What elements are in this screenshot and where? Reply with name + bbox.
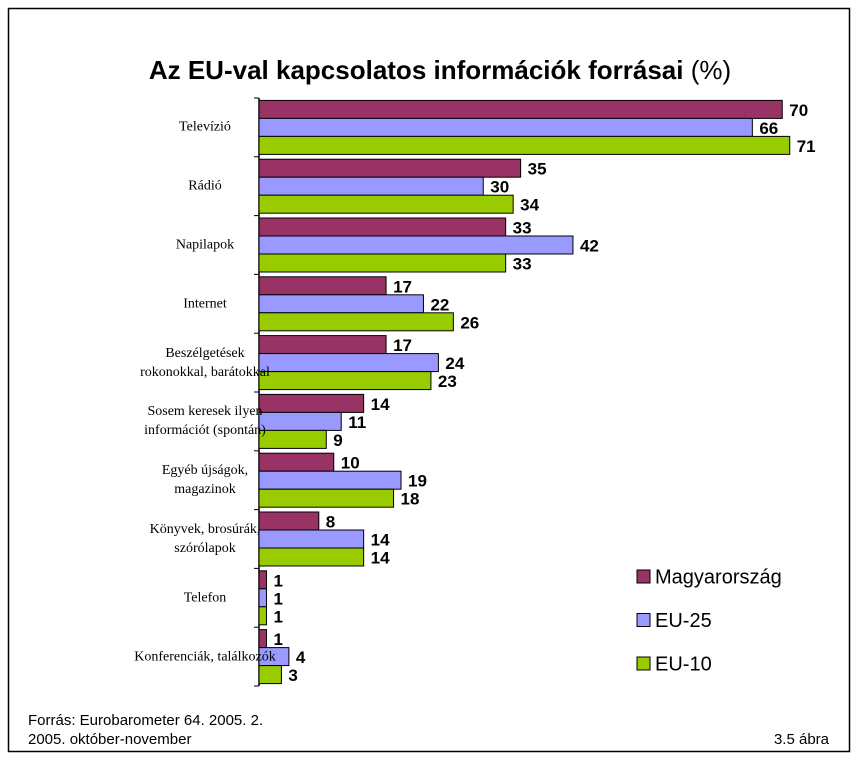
value-label: 17 [393, 336, 412, 355]
legend-swatch [636, 613, 651, 627]
legend-label: EU-10 [655, 653, 712, 675]
value-label: 4 [296, 648, 306, 667]
value-label: 70 [789, 101, 808, 120]
value-label: 1 [273, 589, 282, 608]
bar [258, 312, 454, 332]
category-label: Konferenciák, találkozók [134, 649, 276, 665]
bar [258, 194, 514, 214]
value-label: 3 [288, 666, 297, 685]
value-label: 1 [273, 607, 282, 626]
chart-title: Az EU-val kapcsolatos információk forrás… [149, 55, 731, 85]
bar [258, 276, 387, 296]
value-label: 66 [759, 119, 778, 138]
value-label: 14 [371, 395, 390, 414]
bar [258, 99, 783, 119]
value-label: 22 [430, 295, 449, 314]
category-label: Internet [183, 296, 227, 312]
bar [258, 135, 791, 155]
bar [258, 117, 753, 137]
value-label: 34 [520, 196, 539, 215]
category-label: Rádió [188, 178, 222, 194]
title-unit: (%) [691, 55, 731, 85]
bar [258, 629, 267, 649]
value-label: 19 [408, 472, 427, 491]
value-label: 10 [341, 454, 360, 473]
value-label: 33 [513, 254, 532, 273]
value-label: 42 [580, 236, 599, 255]
value-label: 11 [348, 413, 366, 432]
source-2: 2005. október-november [28, 731, 192, 748]
value-label: 1 [273, 630, 282, 649]
category-label: Telefon [183, 590, 227, 606]
category-label: Beszélgetések rokonokkal, barátokkal [140, 345, 270, 380]
value-label: 24 [445, 354, 464, 373]
value-label: 18 [401, 490, 420, 509]
category-label: Könyvek, brosúrák, szórólapok [149, 522, 261, 556]
bar [258, 253, 507, 273]
category-label: Egyéb újságok, magazinok [161, 463, 249, 498]
value-label: 1 [273, 571, 282, 590]
value-label: 30 [490, 178, 509, 197]
value-label: 23 [438, 372, 457, 391]
legend-label: EU-25 [655, 610, 712, 632]
value-label: 33 [513, 218, 532, 237]
legend-label: Magyarország [655, 566, 782, 588]
frame [7, 7, 851, 753]
value-label: 14 [371, 530, 390, 549]
bar [258, 158, 522, 178]
value-label: 8 [326, 512, 335, 531]
legend-swatch [636, 569, 651, 584]
legend-swatch [636, 656, 651, 671]
bar [258, 429, 327, 449]
value-label: 17 [393, 277, 412, 296]
title-main: Az EU-val kapcsolatos információk forrás… [149, 55, 684, 85]
bar [258, 547, 365, 567]
value-label: 35 [528, 160, 547, 179]
bar [258, 371, 432, 391]
category-label: Sosem keresek ilyen információt (spontán… [144, 404, 266, 439]
value-label: 9 [333, 431, 342, 450]
bar [258, 570, 267, 590]
value-label: 14 [371, 548, 390, 567]
value-label: 26 [460, 313, 479, 332]
value-label: 71 [797, 137, 816, 156]
category-label: Televízió [179, 119, 231, 135]
bar [258, 606, 267, 626]
bar [258, 235, 574, 255]
figure-label: 3.5 ábra [773, 731, 829, 748]
bar [258, 488, 395, 508]
bar [258, 665, 282, 685]
category-label: Napilapok [175, 237, 235, 253]
source-1: Forrás: Eurobarometer 64. 2005. 2. [28, 712, 264, 729]
bar [258, 217, 507, 237]
